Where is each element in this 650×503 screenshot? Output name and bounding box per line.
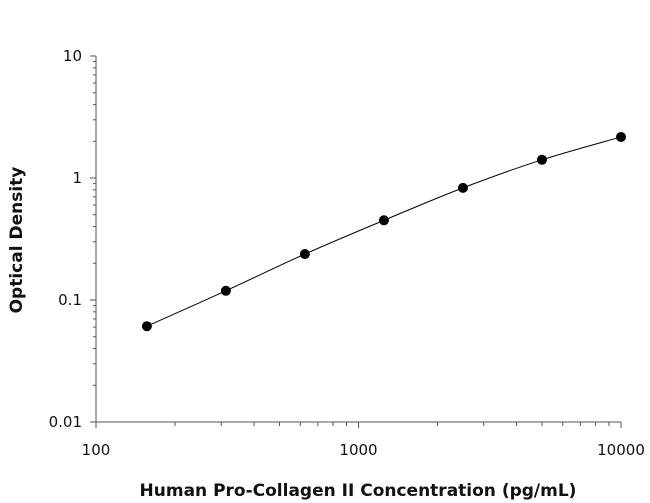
- y-tick-label: 0.1: [58, 291, 82, 309]
- x-tick-label: 100: [82, 441, 111, 459]
- y-axis-title: Optical Density: [7, 167, 27, 314]
- tick-labels: 100 1000 10000 0.01 0.1 1 10: [49, 47, 645, 459]
- data-point: [141, 321, 152, 332]
- data-point: [457, 182, 468, 193]
- x-tick-label: 10000: [597, 441, 645, 459]
- ticks: [90, 55, 622, 428]
- data-point: [299, 249, 310, 260]
- data-point: [616, 131, 626, 142]
- x-tick-label: 1000: [339, 441, 377, 459]
- x-axis-title: Human Pro-Collagen II Concentration (pg/…: [140, 481, 577, 501]
- axes: [95, 56, 621, 423]
- data-point: [378, 215, 389, 226]
- y-tick-label: 10: [63, 47, 82, 65]
- fit-curve: [146, 136, 622, 327]
- data-point: [536, 154, 547, 165]
- data-points: [141, 131, 626, 332]
- y-tick-label: 1: [72, 169, 82, 187]
- data-point: [220, 285, 231, 296]
- y-tick-label: 0.01: [49, 413, 82, 431]
